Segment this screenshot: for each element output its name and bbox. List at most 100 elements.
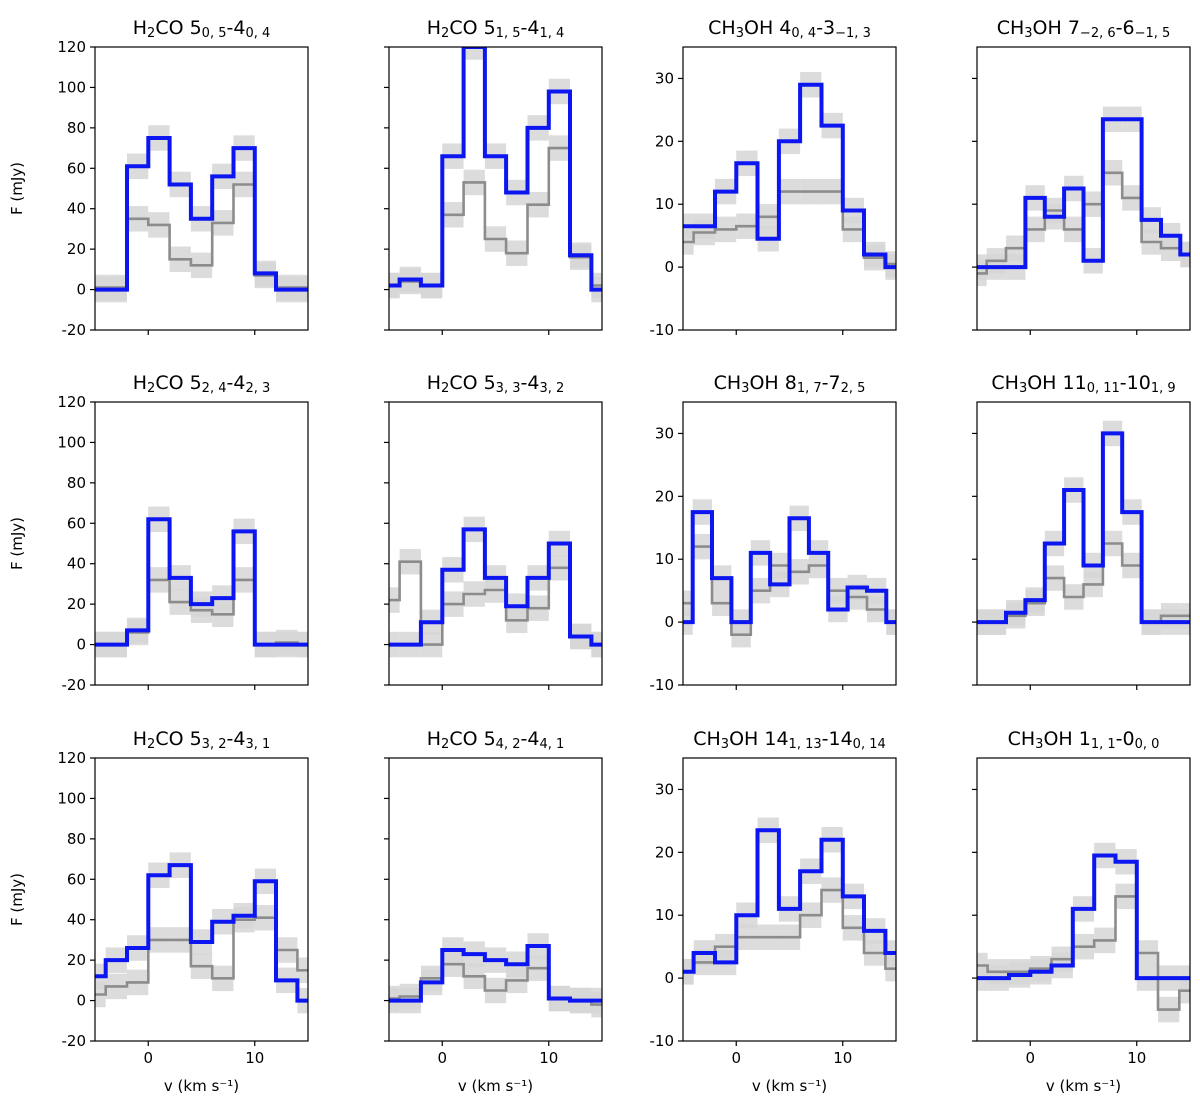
plot-area: [683, 71, 896, 280]
panel-title: H2CO 52, 4-42, 3: [133, 372, 271, 396]
blue-spectrum-line: [683, 510, 896, 625]
y-tick-label: 100: [57, 78, 86, 96]
plot-area: [389, 47, 602, 303]
y-tick-label: 30: [655, 780, 674, 798]
panel-11: -10 0 10 20 30 0 10 CH3OH 141, 13-140, 14 v (km …: [650, 728, 897, 1095]
panel-8: CH3OH 110, 11-101, 9: [972, 372, 1191, 690]
y-axis-label: F (mJy): [8, 517, 26, 570]
plot-area: [95, 506, 308, 658]
y-tick-label: 40: [67, 911, 86, 929]
panel-title: H2CO 54, 2-44, 1: [427, 728, 565, 752]
blue-uncertainty-band: [463, 47, 485, 60]
panel-title: H2CO 53, 2-43, 1: [133, 728, 271, 752]
y-tick-label: 0: [664, 258, 674, 276]
y-tick-label: 20: [655, 132, 674, 150]
panel-title: CH3OH 40, 4-3−1, 3: [708, 17, 871, 41]
axes-frame: [94, 757, 309, 1042]
y-tick-label: -10: [650, 1032, 675, 1050]
panel-4: CH3OH 7−2, 6-6−1, 5: [972, 17, 1191, 335]
x-tick-label: 10: [1127, 1049, 1146, 1067]
axes-frame: [976, 757, 1191, 1042]
y-tick-label: -10: [650, 676, 675, 694]
axes-frame: [682, 757, 897, 1042]
plot-area: [683, 817, 896, 985]
axes-frame: [388, 757, 603, 1042]
y-tick-label: 0: [76, 992, 86, 1010]
x-tick-label: 10: [539, 1049, 558, 1067]
y-tick-label: 60: [67, 870, 86, 888]
x-tick-label: 0: [143, 1049, 153, 1067]
blue-spectrum-line: [95, 517, 308, 647]
plot-area: [977, 106, 1190, 287]
x-axis-label: v (km s⁻¹): [458, 1077, 533, 1095]
blue-spectrum-line: [977, 431, 1190, 625]
plot-area: [389, 516, 602, 658]
x-axis-label: v (km s⁻¹): [752, 1077, 827, 1095]
plot-area: [389, 933, 602, 1018]
y-tick-label: -10: [650, 321, 675, 339]
axes-frame: [682, 401, 897, 686]
panel-title: H2CO 51, 5-41, 4: [427, 17, 565, 41]
panel-title: CH3OH 81, 7-72, 5: [714, 372, 866, 396]
y-tick-label: 80: [67, 119, 86, 137]
blue-spectrum-line: [389, 944, 602, 1003]
plot-area: [977, 420, 1190, 635]
x-axis-label: v (km s⁻¹): [1046, 1077, 1121, 1095]
axes-frame: [94, 46, 309, 331]
blue-spectrum-line: [977, 853, 1190, 981]
y-tick-label: 10: [655, 195, 674, 213]
panel-title: H2CO 53, 3-43, 2: [427, 372, 565, 396]
panel-6: H2CO 53, 3-43, 2: [384, 372, 603, 690]
y-axis-label: F (mJy): [8, 162, 26, 215]
panel-title: CH3OH 7−2, 6-6−1, 5: [997, 17, 1171, 41]
y-tick-label: 30: [655, 424, 674, 442]
x-tick-label: 0: [731, 1049, 741, 1067]
y-axis-label: F (mJy): [8, 873, 26, 926]
x-tick-label: 10: [245, 1049, 264, 1067]
panel-3: -10 0 10 20 30 CH3OH 40, 4-3−1, 3: [650, 17, 897, 339]
y-tick-label: 120: [57, 749, 86, 767]
plot-area: [95, 852, 308, 1014]
axes-frame: [94, 401, 309, 686]
y-tick-label: 20: [67, 595, 86, 613]
y-tick-label: 10: [655, 550, 674, 568]
x-tick-label: 10: [833, 1049, 852, 1067]
blue-spectrum-line: [683, 82, 896, 270]
y-tick-label: 30: [655, 69, 674, 87]
y-tick-label: 20: [67, 951, 86, 969]
y-tick-label: 20: [655, 843, 674, 861]
panel-2: H2CO 51, 5-41, 4: [384, 17, 603, 335]
y-tick-label: 120: [57, 38, 86, 56]
axes-frame: [976, 46, 1191, 331]
blue-spectrum-line: [683, 828, 896, 974]
panel-title: H2CO 50, 5-40, 4: [133, 17, 271, 41]
panel-12: 0 10 CH3OH 11, 1-00, 0 v (km s⁻¹): [972, 728, 1191, 1095]
panel-9: -20 0 20 40 60 80 100 120 0 10 H2CO 53, 2-43, 1 F (…: [8, 728, 309, 1095]
axes-frame: [976, 401, 1191, 686]
panel-7: -10 0 10 20 30 CH3OH 81, 7-72, 5: [650, 372, 897, 694]
y-tick-label: 100: [57, 789, 86, 807]
gray-spectrum-line: [977, 895, 1190, 1011]
panel-title: CH3OH 11, 1-00, 0: [1008, 728, 1160, 752]
y-tick-label: 0: [664, 613, 674, 631]
blue-spectrum-line: [977, 117, 1190, 270]
y-tick-label: 60: [67, 159, 86, 177]
plot-area: [95, 125, 308, 303]
y-tick-label: 10: [655, 906, 674, 924]
x-tick-label: 0: [1025, 1049, 1035, 1067]
axes-frame: [388, 401, 603, 686]
blue-spectrum-line: [389, 527, 602, 647]
y-tick-label: -20: [62, 1032, 87, 1050]
panel-title: CH3OH 141, 13-140, 14: [693, 728, 886, 752]
panel-1: -20 0 20 40 60 80 100 120 H2CO 50, 5-40, 4 F (mJy…: [8, 17, 309, 339]
x-axis-label: v (km s⁻¹): [164, 1077, 239, 1095]
panel-5: -20 0 20 40 60 80 100 120 H2CO 52, 4-42, 3 F (mJy…: [8, 372, 309, 694]
y-tick-label: -20: [62, 321, 87, 339]
y-tick-label: 0: [664, 969, 674, 987]
blue-spectrum-line: [95, 136, 308, 292]
y-tick-label: 20: [655, 487, 674, 505]
y-tick-label: 120: [57, 393, 86, 411]
y-tick-label: 100: [57, 433, 86, 451]
x-tick-label: 0: [437, 1049, 447, 1067]
